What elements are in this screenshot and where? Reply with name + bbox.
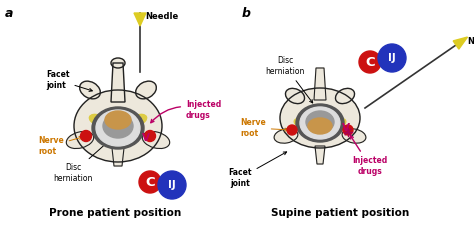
Circle shape	[158, 171, 186, 199]
Polygon shape	[315, 146, 325, 164]
Ellipse shape	[306, 111, 334, 133]
Text: Facet
joint: Facet joint	[228, 152, 287, 188]
Ellipse shape	[111, 58, 125, 68]
Circle shape	[359, 51, 381, 73]
Polygon shape	[453, 37, 467, 49]
Ellipse shape	[336, 88, 355, 104]
Ellipse shape	[296, 104, 344, 142]
Ellipse shape	[342, 129, 366, 143]
Ellipse shape	[105, 111, 131, 129]
Ellipse shape	[274, 129, 298, 143]
Text: Nerve
root: Nerve root	[240, 118, 288, 138]
Circle shape	[145, 130, 155, 142]
Circle shape	[139, 171, 161, 193]
Circle shape	[287, 125, 297, 135]
Text: Disc
herniation: Disc herniation	[265, 56, 313, 103]
Text: Facet
joint: Facet joint	[46, 70, 92, 91]
Ellipse shape	[92, 107, 144, 149]
Text: Supine patient position: Supine patient position	[271, 208, 409, 218]
Text: b: b	[242, 7, 251, 20]
Polygon shape	[314, 68, 326, 100]
Ellipse shape	[80, 81, 100, 99]
Ellipse shape	[308, 118, 332, 134]
Text: C: C	[365, 56, 375, 68]
Text: Needle: Needle	[145, 12, 178, 21]
Ellipse shape	[136, 81, 156, 99]
Text: Nerve
root: Nerve root	[38, 136, 82, 156]
Ellipse shape	[66, 131, 94, 149]
Circle shape	[81, 130, 91, 142]
Ellipse shape	[74, 90, 162, 162]
Text: V: V	[142, 133, 150, 143]
Ellipse shape	[142, 131, 170, 149]
Text: a: a	[5, 7, 13, 20]
Text: Injected
drugs: Injected drugs	[151, 100, 221, 123]
Ellipse shape	[90, 114, 107, 126]
Polygon shape	[134, 13, 146, 26]
Ellipse shape	[330, 118, 346, 128]
Text: Prone patient position: Prone patient position	[49, 208, 181, 218]
Circle shape	[378, 44, 406, 72]
Text: Disc
herniation: Disc herniation	[53, 143, 107, 183]
Text: C: C	[145, 176, 155, 189]
Ellipse shape	[96, 110, 140, 146]
Text: V: V	[342, 123, 350, 133]
Ellipse shape	[285, 88, 304, 104]
Ellipse shape	[129, 114, 146, 126]
Polygon shape	[111, 63, 125, 102]
Ellipse shape	[294, 118, 310, 128]
Text: IJ: IJ	[388, 53, 396, 63]
Ellipse shape	[300, 107, 340, 139]
Circle shape	[343, 125, 353, 135]
Text: IJ: IJ	[168, 180, 176, 190]
Ellipse shape	[103, 114, 133, 138]
Text: Needle: Needle	[467, 38, 474, 47]
Ellipse shape	[280, 88, 360, 148]
Text: Injected
drugs: Injected drugs	[350, 136, 388, 176]
Polygon shape	[112, 148, 124, 166]
